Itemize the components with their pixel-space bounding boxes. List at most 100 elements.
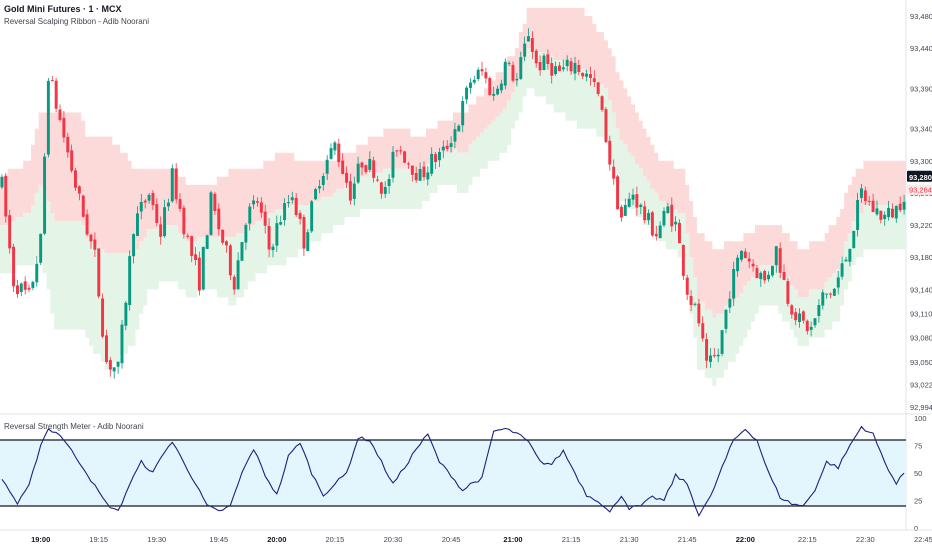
candle-down <box>89 234 93 242</box>
candle-up <box>356 163 360 183</box>
candle-up <box>321 176 325 185</box>
oscillator-line <box>1 425 905 517</box>
candle-down <box>16 285 19 294</box>
candle-down <box>434 154 438 162</box>
candle-up <box>112 367 116 372</box>
candle-up <box>271 246 275 251</box>
candle-up <box>306 232 310 251</box>
candle-up <box>902 201 906 210</box>
candle-down <box>267 226 271 250</box>
time-tick-label: 19:00 <box>31 535 50 544</box>
candle-up <box>352 183 356 199</box>
candle-up <box>279 222 283 225</box>
candle-up <box>0 176 4 188</box>
candle-down <box>751 263 755 267</box>
candle-down <box>650 212 654 236</box>
candle-down <box>178 199 182 209</box>
candle-down <box>407 163 410 165</box>
candle-down <box>85 214 89 235</box>
candle-down <box>538 62 542 71</box>
candle-down <box>151 193 155 206</box>
candle-down <box>782 272 786 280</box>
candle-down <box>194 254 198 260</box>
candle-down <box>670 204 674 227</box>
candle-up <box>716 354 720 357</box>
candle-up <box>875 208 879 215</box>
price-tick-label: 93,440 <box>910 44 932 53</box>
time-axis: 19:00 19:15 19:30 19:45 20:00 20:15 20:30 20:45… <box>31 535 932 544</box>
candle-up <box>457 125 461 132</box>
candle-up <box>813 318 817 326</box>
candle-down <box>372 160 376 178</box>
candle-up <box>732 269 736 299</box>
candle-up <box>736 257 740 272</box>
candle-down <box>221 229 225 243</box>
candle-down <box>379 182 383 194</box>
candle-up <box>709 355 712 362</box>
candle-up <box>658 225 662 239</box>
candle-down <box>778 248 782 273</box>
candle-up <box>391 151 395 178</box>
candle-up <box>418 169 422 181</box>
candle-down <box>182 207 186 235</box>
candle-up <box>318 186 321 189</box>
oscillator-axis: 100 75 50 25 0 <box>914 414 927 533</box>
candle-up <box>116 361 120 367</box>
candle-up <box>128 256 132 305</box>
time-tick-label: 21:30 <box>620 535 639 544</box>
ribbon-price-badge <box>907 184 932 195</box>
candle-down <box>678 222 681 244</box>
candle-down <box>341 160 345 174</box>
chart-title: Gold Mini Futures · 1 · MCX <box>4 4 122 14</box>
time-tick-label: 20:30 <box>384 535 403 544</box>
candle-down <box>801 311 805 321</box>
candle-up <box>856 200 860 230</box>
candle-up <box>623 205 627 216</box>
candle-up <box>883 214 887 219</box>
candle-down <box>867 200 871 202</box>
candle-up <box>120 324 124 364</box>
candle-down <box>635 194 639 208</box>
last-price-label: 93,280 <box>909 173 932 182</box>
oscillator-title: Reversal Strength Meter - Adib Noorani <box>4 422 144 431</box>
candle-down <box>790 305 794 315</box>
candle-up <box>132 234 136 257</box>
candle-down <box>604 109 608 143</box>
candle-down <box>232 276 236 290</box>
candle-down <box>612 166 616 179</box>
price-tick-label: 93,220 <box>910 221 932 230</box>
candle-up <box>167 202 170 207</box>
candle-down <box>414 173 418 181</box>
candle-down <box>763 271 767 281</box>
candle-up <box>275 223 279 246</box>
candle-up <box>310 201 314 232</box>
candle-up <box>39 233 43 263</box>
candle-down <box>23 281 27 290</box>
candle-up <box>441 146 445 151</box>
price-tick-label: 93,110 <box>910 310 932 319</box>
candle-down <box>589 74 592 78</box>
candle-down <box>689 296 693 305</box>
candle-down <box>863 190 867 201</box>
time-tick-label: 22:00 <box>736 535 755 544</box>
candle-down <box>58 109 62 120</box>
candle-down <box>685 277 689 295</box>
candle-down <box>186 235 190 237</box>
candle-down <box>620 206 623 218</box>
candle-down <box>712 355 716 357</box>
candle-down <box>596 82 600 94</box>
candle-up <box>201 246 205 290</box>
candle-up <box>492 93 496 96</box>
candle-up <box>852 230 856 249</box>
candle-up <box>236 260 240 290</box>
candle-down <box>54 80 58 109</box>
candle-down <box>74 170 77 188</box>
candle-up <box>662 210 666 226</box>
candle-up <box>139 202 143 212</box>
candle-down <box>8 215 12 249</box>
price-tick-label: 93,480 <box>910 12 932 21</box>
candle-down <box>592 78 596 82</box>
candle-up <box>252 200 256 205</box>
candle-down <box>705 339 709 361</box>
